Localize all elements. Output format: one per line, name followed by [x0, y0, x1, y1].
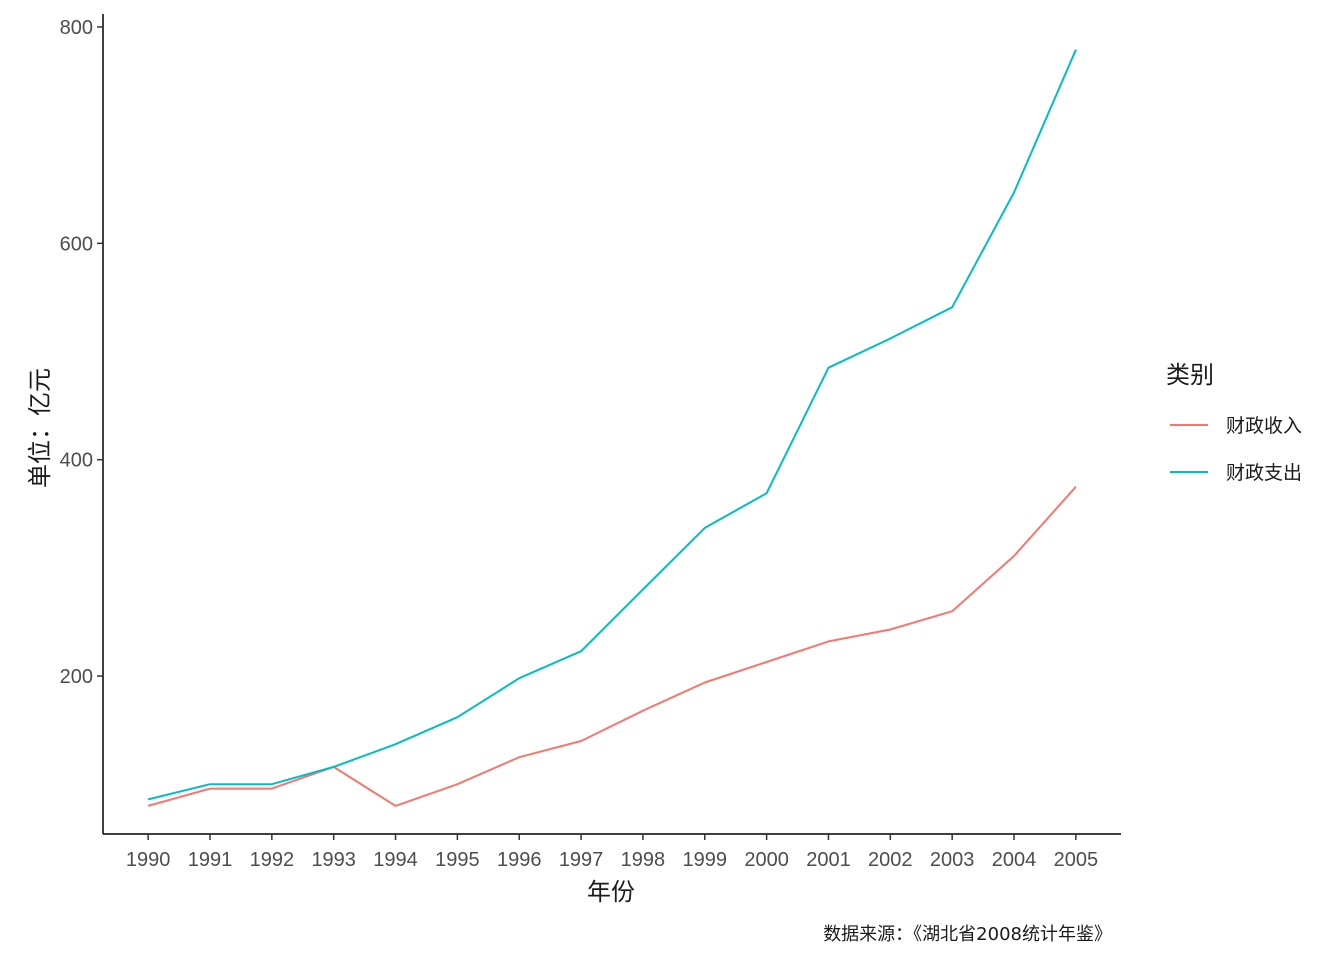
x-axis-title: 年份 [587, 878, 635, 906]
legend-label-1: 财政收入 [1226, 415, 1302, 437]
series-line-2 [147, 49, 1077, 801]
x-tick-label: 1992 [250, 849, 295, 871]
series-line-1 [147, 486, 1077, 807]
x-tick-label: 1993 [311, 849, 356, 871]
x-tick-label: 2004 [992, 849, 1037, 871]
y-tick-label: 200 [60, 666, 93, 688]
x-tick-label: 1998 [621, 849, 666, 871]
x-tick-label: 1999 [683, 849, 728, 871]
x-tick-label: 1997 [559, 849, 604, 871]
y-tick-label: 600 [60, 233, 93, 255]
x-tick-label: 2001 [806, 849, 851, 871]
y-tick-label: 400 [60, 450, 93, 472]
x-tick-label: 1996 [497, 849, 542, 871]
x-tick-label: 1994 [373, 849, 418, 871]
y-axis-title: 单位：亿元 [26, 368, 54, 488]
x-axis-ticks: 1990 1991 1992 1993 1994 1995 1996 1997 1998 1999… [126, 834, 1098, 871]
series-lines [147, 49, 1077, 807]
caption: 数据来源：《湖北省2008统计年鉴》 [823, 924, 1112, 945]
x-tick-label: 1990 [126, 849, 171, 871]
x-tick-label: 1995 [435, 849, 480, 871]
legend-label-2: 财政支出 [1226, 462, 1302, 484]
y-axis-ticks: 200 400 600 800 [60, 17, 103, 688]
x-tick-label: 2002 [868, 849, 913, 871]
x-tick-label: 2005 [1054, 849, 1099, 871]
x-tick-label: 1991 [188, 849, 233, 871]
x-tick-label: 2000 [744, 849, 789, 871]
legend-title: 类别 [1166, 361, 1214, 389]
x-tick-label: 2003 [930, 849, 975, 871]
y-tick-label: 800 [60, 17, 93, 39]
